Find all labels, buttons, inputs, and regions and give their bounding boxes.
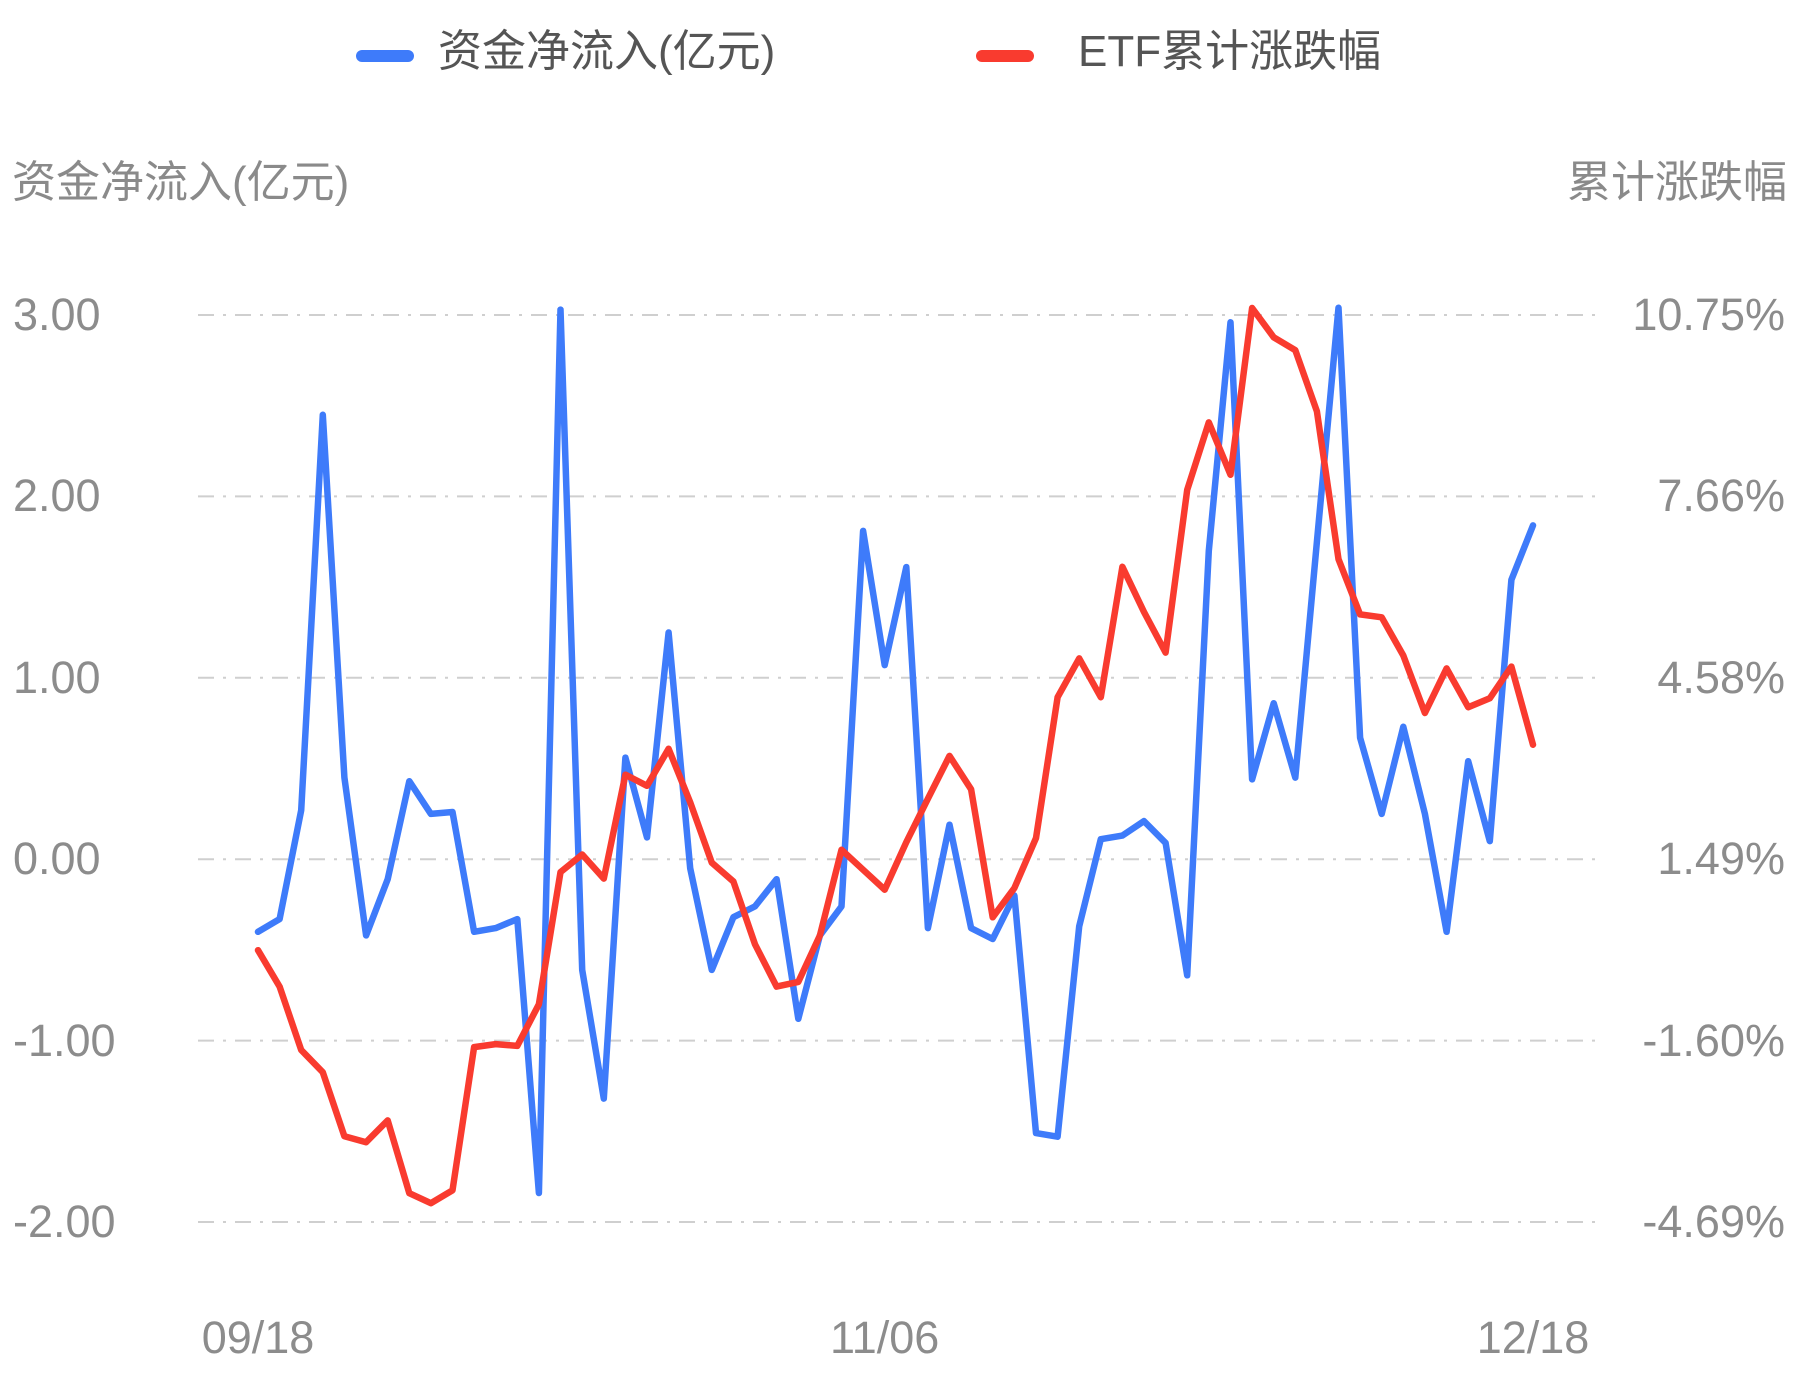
net-inflow-legend-dash-icon[interactable] [356,50,414,62]
x-axis-tick: 12/18 [1476,1312,1590,1363]
etf-change-legend-dash-icon[interactable] [976,50,1034,62]
left-axis-tick: 2.00 [13,470,101,522]
right-axis-tick: -1.60% [1642,1014,1785,1066]
x-axis-tick: 11/06 [830,1312,940,1363]
right-axis-tick: 4.58% [1657,651,1785,703]
left-axis-tick: 3.00 [13,289,101,340]
net-inflow-line [254,304,1537,1197]
left-axis-tick: -2.00 [13,1196,116,1247]
left-axis-tick: 1.00 [13,651,101,703]
right-axis-tick: -4.69% [1642,1196,1785,1247]
right-axis-tick: 7.66% [1657,470,1785,522]
left-axis-title: 资金净流入(亿元) [12,158,350,207]
right-axis-tick: 1.49% [1657,833,1785,885]
net-inflow-legend-label[interactable]: 资金净流入(亿元) [438,27,776,76]
etf-cumulative-change-line [254,304,1537,1207]
right-axis-tick: 10.75% [1632,289,1785,340]
x-axis-tick: 09/18 [201,1312,315,1363]
left-axis-tick: 0.00 [13,833,101,885]
left-axis-tick: -1.00 [13,1014,116,1066]
etf-change-legend-label[interactable]: ETF累计涨跌幅 [1078,27,1382,76]
right-axis-title: 累计涨跌幅 [1567,158,1787,207]
